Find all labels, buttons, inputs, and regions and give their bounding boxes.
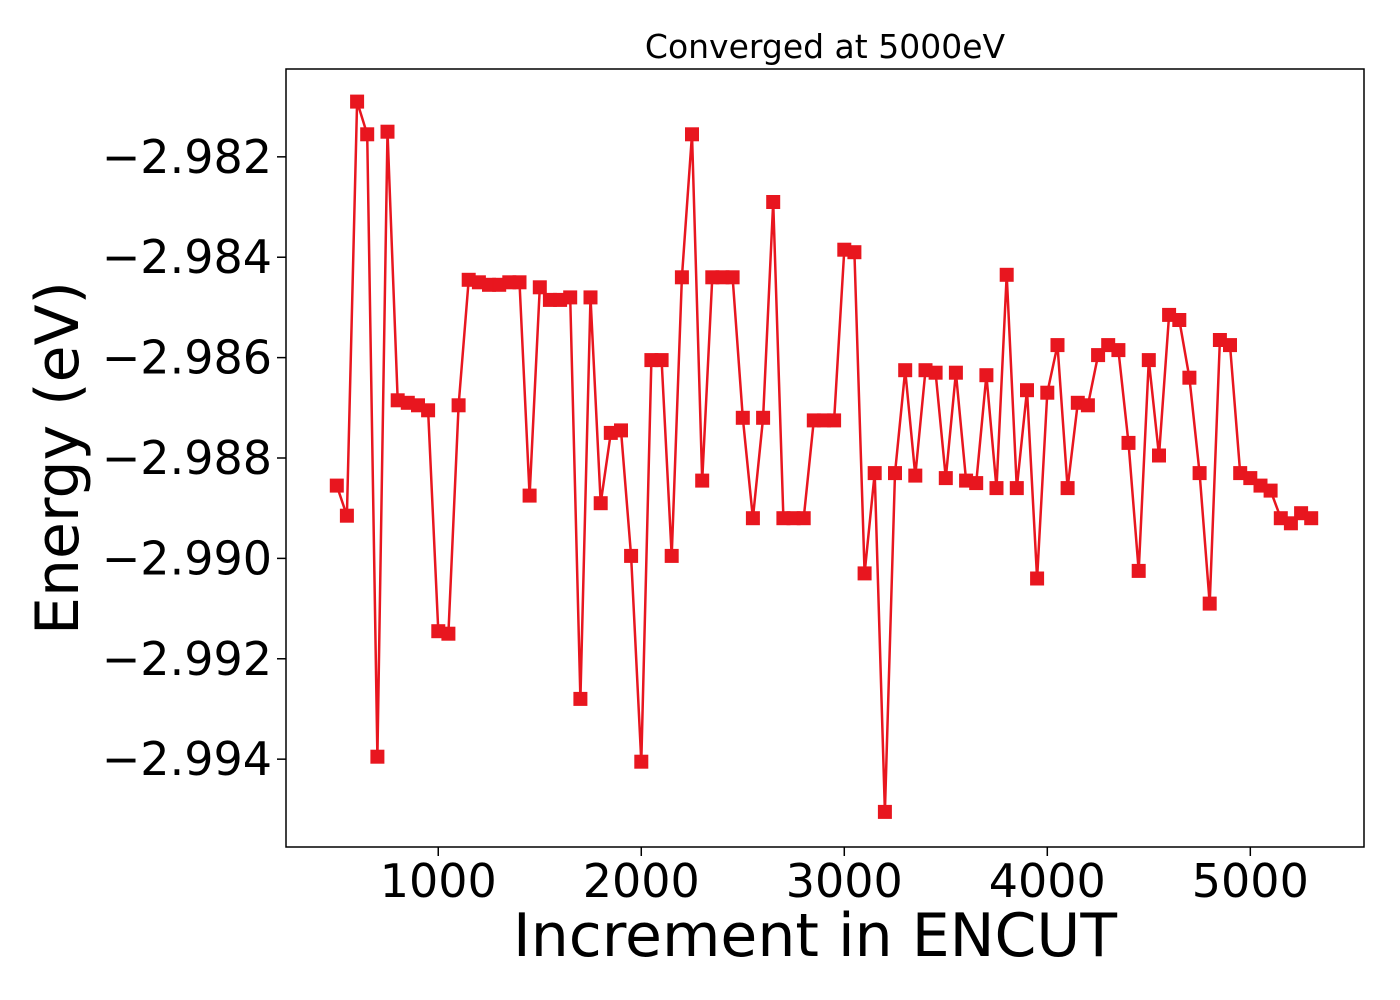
x-axis-label: Increment in ENCUT xyxy=(513,901,1117,971)
data-point-marker xyxy=(1192,466,1207,481)
y-tick-label: −2.986 xyxy=(102,331,272,385)
data-point-marker xyxy=(1111,343,1126,358)
y-axis-label: Energy (eV) xyxy=(23,281,93,635)
data-point-marker xyxy=(441,626,456,641)
data-point-marker xyxy=(908,468,923,483)
data-point-marker xyxy=(888,466,902,481)
data-point-marker xyxy=(867,466,882,481)
data-point-marker xyxy=(624,548,639,563)
y-tick-label: −2.984 xyxy=(102,230,272,284)
data-point-marker xyxy=(928,365,943,380)
data-point-marker xyxy=(614,423,628,438)
data-point-marker xyxy=(563,290,578,305)
data-point-marker xyxy=(573,691,588,706)
y-tick-label: −2.990 xyxy=(102,531,272,585)
y-tick-label: −2.982 xyxy=(102,130,272,184)
y-tick-label: −2.988 xyxy=(102,431,272,485)
data-point-marker xyxy=(1050,338,1065,353)
data-point-marker xyxy=(1263,483,1278,498)
y-axis: −2.982 −2.984 −2.986 −2.988 −2.990 −2.992 −2.9… xyxy=(102,130,286,786)
data-point-marker xyxy=(1060,481,1075,496)
data-point-marker xyxy=(766,195,781,209)
x-tick-label: 3000 xyxy=(786,854,903,908)
data-point-marker xyxy=(1141,353,1156,368)
plot-area xyxy=(329,94,1319,819)
data-point-marker xyxy=(1020,383,1034,398)
y-tick-label: −2.992 xyxy=(102,632,272,686)
data-point-marker xyxy=(1131,563,1146,578)
data-point-marker xyxy=(877,804,892,819)
data-point-marker xyxy=(1080,398,1095,413)
data-point-marker xyxy=(1009,481,1024,496)
data-point-marker xyxy=(735,410,750,425)
data-point-marker xyxy=(674,270,689,285)
data-point-marker xyxy=(847,245,862,260)
data-point-marker xyxy=(1152,448,1166,463)
data-point-marker xyxy=(634,754,649,769)
data-point-marker xyxy=(1030,571,1045,586)
data-point-marker xyxy=(1172,313,1187,327)
data-point-marker xyxy=(898,363,913,378)
data-point-marker xyxy=(827,413,842,428)
data-point-marker xyxy=(969,476,984,491)
data-point-marker xyxy=(1202,596,1217,611)
x-tick-label: 2000 xyxy=(583,854,700,908)
data-point-marker xyxy=(583,290,598,305)
y-tick-label: −2.994 xyxy=(102,732,272,786)
data-point-marker xyxy=(522,488,537,503)
data-point-marker xyxy=(370,749,385,764)
data-point-marker xyxy=(756,410,771,425)
x-axis: 1000 2000 3000 4000 5000 xyxy=(380,847,1309,908)
data-point-marker xyxy=(857,566,872,581)
data-point-marker xyxy=(329,478,344,493)
data-point-marker xyxy=(664,548,679,563)
x-tick-label: 5000 xyxy=(1192,854,1309,908)
data-point-marker xyxy=(350,94,365,109)
x-tick-label: 1000 xyxy=(380,854,497,908)
data-point-marker xyxy=(451,398,466,413)
data-point-marker xyxy=(421,403,436,418)
data-point-marker xyxy=(725,270,740,285)
data-point-marker xyxy=(654,353,669,368)
data-point-marker xyxy=(685,127,699,142)
data-point-marker xyxy=(745,511,760,526)
data-point-marker xyxy=(796,511,811,526)
data-point-marker xyxy=(989,481,1004,496)
data-point-marker xyxy=(695,473,710,488)
data-point-marker xyxy=(938,471,953,486)
data-point-marker xyxy=(1223,338,1237,353)
plot-frame xyxy=(285,68,1365,848)
data-point-marker xyxy=(1040,385,1055,400)
x-tick-label: 4000 xyxy=(989,854,1106,908)
data-point-marker xyxy=(1182,370,1197,385)
data-point-marker xyxy=(360,127,375,142)
data-point-marker xyxy=(979,368,994,383)
data-point-marker xyxy=(948,365,963,380)
data-point-marker xyxy=(1121,435,1136,450)
data-point-marker xyxy=(532,280,547,295)
data-point-marker xyxy=(593,496,608,511)
data-point-marker xyxy=(999,267,1014,282)
data-point-marker xyxy=(339,508,354,523)
data-point-marker xyxy=(512,275,527,290)
chart-title: Converged at 5000eV xyxy=(645,27,1006,66)
data-point-marker xyxy=(1304,511,1319,526)
data-point-marker xyxy=(380,124,395,139)
